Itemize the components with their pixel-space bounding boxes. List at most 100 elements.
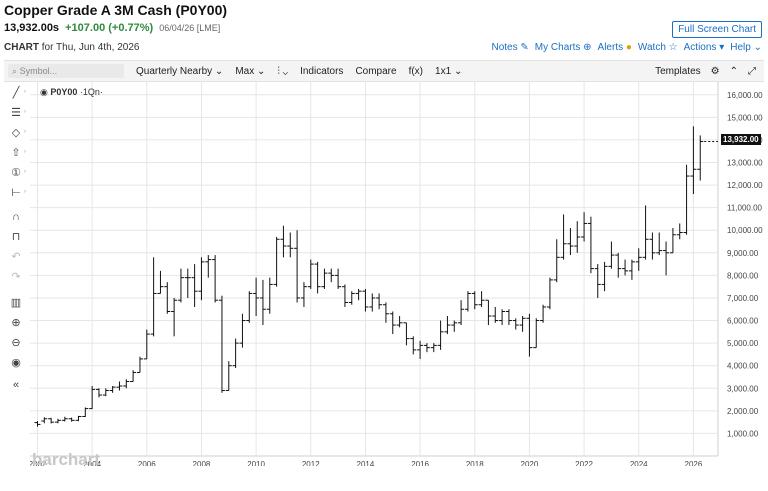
y-tick-label: 10,000.00 <box>727 226 763 235</box>
price-change: +107.00 (+0.77%) <box>65 22 154 34</box>
ohlc-bar <box>492 306 499 323</box>
alerts-link[interactable]: Alerts ● <box>597 42 632 53</box>
ohlc-bar <box>512 318 519 330</box>
x-tick-label: 2004 <box>83 460 101 466</box>
collapse-sidebar-icon[interactable]: « <box>12 379 20 391</box>
ohlc-bar <box>669 227 676 254</box>
period-select[interactable]: Quarterly Nearby ⌄ <box>136 65 224 77</box>
layout-select[interactable]: 1x1 ⌄ <box>435 65 463 77</box>
ohlc-bar <box>157 270 164 294</box>
x-tick-label: 2024 <box>630 460 648 466</box>
price-chart[interactable]: 1,000.00 2,000.00 3,000.00 4,000.00 5,000.00… <box>30 82 764 466</box>
lock-icon[interactable]: ⊓ <box>11 231 21 243</box>
gear-icon[interactable]: ⚙ <box>710 65 720 77</box>
zoom-in-icon[interactable]: ⊕ <box>11 317 21 329</box>
fibonacci-tool-icon[interactable]: ☰ <box>11 107 21 119</box>
line-tool-icon[interactable]: ╱ <box>12 87 20 99</box>
page-title: Copper Grade A 3M Cash (P0Y00) <box>4 2 228 18</box>
ohlc-bar <box>451 320 458 332</box>
ohlc-bar <box>663 241 670 276</box>
x-tick-label: 2012 <box>302 460 320 466</box>
compare-button[interactable]: Compare <box>355 65 397 77</box>
ohlc-bar <box>143 329 150 360</box>
ohlc-bar <box>287 232 294 258</box>
chevron-down-icon: ⌄ <box>214 65 224 77</box>
ohlc-bar <box>697 135 704 181</box>
watch-link[interactable]: Watch ☆ <box>637 42 678 53</box>
x-tick-label: 2022 <box>575 460 593 466</box>
ohlc-bar <box>54 418 61 424</box>
indicators-button[interactable]: Indicators <box>300 65 344 77</box>
ohlc-bars-icon: ⫶ <box>277 65 280 77</box>
ohlc-bar <box>150 257 157 337</box>
help-menu[interactable]: Help ⌄ <box>730 42 762 53</box>
range-select[interactable]: Max ⌄ <box>235 65 266 77</box>
ohlc-bar <box>642 205 649 260</box>
y-tick-label: 13,000.00 <box>727 159 763 168</box>
ohlc-bar <box>437 320 444 350</box>
ohlc-bar <box>505 309 512 326</box>
last-price: 13,932.00s <box>4 22 60 34</box>
ohlc-bar <box>553 239 560 283</box>
chart-label: CHART <box>4 42 39 53</box>
chevron-down-icon: ⌄ <box>753 42 762 53</box>
ohlc-bar <box>328 268 335 283</box>
ohlc-bar <box>307 259 314 289</box>
ohlc-bar <box>232 338 239 368</box>
y-tick-label: 16,000.00 <box>727 91 763 100</box>
fx-button[interactable]: f(x) <box>408 65 424 77</box>
x-tick-label: 2008 <box>193 460 211 466</box>
ohlc-bar <box>690 126 697 195</box>
y-tick-label: 2,000.00 <box>727 407 759 416</box>
ohlc-bar <box>526 313 533 357</box>
ohlc-bar <box>218 295 225 393</box>
magnet-icon[interactable]: ∩ <box>12 211 20 223</box>
actions-menu[interactable]: Actions ▾ <box>683 42 725 53</box>
eye-icon[interactable]: ◉ <box>11 357 21 369</box>
undo-icon[interactable]: ↶ <box>11 251 21 263</box>
chart-symbol-label: ◉ P0Y00 ·1Qn· <box>40 87 103 98</box>
ohlc-bar <box>253 277 260 317</box>
ohlc-bar <box>574 221 581 253</box>
ohlc-bar <box>48 417 55 424</box>
collapse-icon[interactable]: ⌃ <box>729 65 738 77</box>
notes-link[interactable]: Notes ✎ <box>491 42 529 53</box>
ohlc-bar <box>622 259 629 276</box>
ohlc-bar <box>635 248 642 271</box>
redo-icon[interactable]: ↷ <box>11 271 21 283</box>
y-tick-label: 7,000.00 <box>727 294 759 303</box>
templates-button[interactable]: Templates <box>655 65 701 77</box>
edit-icon: ✎ <box>520 42 529 53</box>
arrow-tool-icon[interactable]: ⇧ <box>11 147 21 159</box>
x-tick-label: 2018 <box>466 460 484 466</box>
ohlc-bar <box>430 343 437 353</box>
symbol-search-input[interactable]: ⌕ Symbol... <box>8 64 124 78</box>
shape-tool-icon[interactable]: ◇ <box>11 127 21 139</box>
chart-top-links: Notes ✎ My Charts ⊕ Alerts ● Watch ☆ Act… <box>492 42 763 53</box>
ohlc-bar <box>171 297 178 337</box>
symbol-interval: ·1Qn· <box>79 87 103 97</box>
full-screen-chart-button[interactable]: Full Screen Chart <box>672 21 762 38</box>
ohlc-bar <box>259 279 266 326</box>
eye-icon[interactable]: ◉ <box>40 87 48 97</box>
ohlc-bar <box>587 216 594 274</box>
x-tick-label: 2026 <box>685 460 703 466</box>
ohlc-bar <box>239 313 246 348</box>
symbol-code: P0Y00 <box>50 87 78 97</box>
zoom-out-icon[interactable]: ⊖ <box>11 337 21 349</box>
ohlc-bar <box>321 268 328 289</box>
quote-line: 13,932.00s +107.00 (+0.77%) 06/04/26 [LM… <box>4 22 220 34</box>
chart-type-select[interactable]: ⫶ ⌄ <box>277 66 288 77</box>
y-tick-label: 12,000.00 <box>727 181 763 190</box>
my-charts-link[interactable]: My Charts ⊕ <box>534 42 592 53</box>
ohlc-bar <box>649 232 656 260</box>
ohlc-bar <box>464 291 471 312</box>
ohlc-bar <box>116 381 123 391</box>
chevron-down-icon: ⌄ <box>453 65 463 77</box>
measure-tool-icon[interactable]: ⊢ <box>11 187 21 199</box>
x-tick-label: 2014 <box>357 460 375 466</box>
ohlc-bar <box>656 232 663 256</box>
trash-icon[interactable]: ▥ <box>10 297 22 309</box>
annotation-tool-icon[interactable]: ① <box>11 167 21 179</box>
fullscreen-icon[interactable]: ⤢ <box>748 65 756 77</box>
